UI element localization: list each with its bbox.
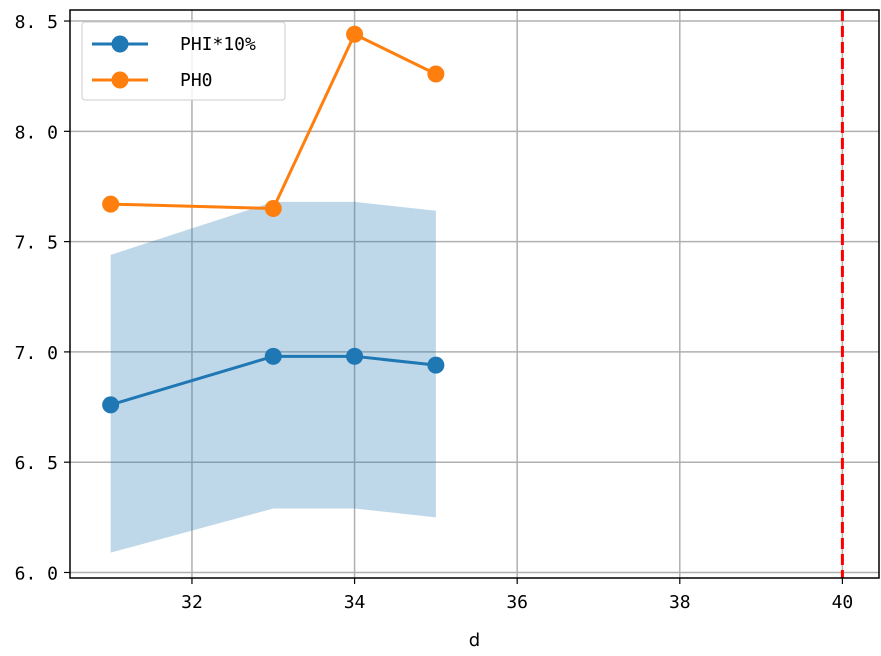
x-tick-label: 36: [506, 592, 528, 613]
legend-marker: [111, 35, 129, 53]
legend: PHI*10% PH0: [81, 21, 286, 101]
data-point: [264, 200, 282, 218]
series-line: [110, 32, 437, 211]
data-point: [346, 25, 364, 43]
y-tick-label: 6. 0: [15, 563, 58, 584]
data-point: [427, 65, 445, 83]
y-tick-label: 6. 5: [15, 453, 58, 474]
data-point: [427, 356, 445, 374]
grid: [70, 10, 879, 578]
y-tick-label: 7. 0: [15, 343, 58, 364]
data-point: [264, 347, 282, 365]
axes-frame: [69, 9, 880, 579]
x-tick-label: 34: [344, 592, 366, 613]
x-tick-label: 38: [669, 592, 691, 613]
x-axis-label: d: [469, 630, 480, 651]
legend-entry: PH0: [92, 70, 213, 91]
series-1: [102, 347, 445, 414]
y-tick-label: 8. 5: [15, 12, 58, 33]
data-point: [102, 195, 120, 213]
series-layer: [102, 25, 445, 414]
confidence-band: [110, 201, 436, 553]
ticks: 32 34 36 38 40 6. 0 6. 5 7. 0 7. 5 8. 0 8. 5: [15, 12, 854, 613]
legend-label: PH0: [180, 70, 213, 91]
legend-label: PHI*10%: [180, 34, 256, 55]
y-tick-label: 8. 0: [15, 122, 58, 143]
y-tick-label: 7. 5: [15, 233, 58, 254]
series-2: [102, 25, 445, 218]
x-tick-label: 32: [181, 592, 203, 613]
x-tick-label: 40: [832, 592, 854, 613]
legend-entry: PHI*10%: [92, 34, 256, 55]
data-point: [346, 347, 364, 365]
series-line: [110, 354, 437, 407]
data-point: [102, 396, 120, 414]
confidence-band-layer: [110, 201, 436, 553]
legend-marker: [111, 71, 129, 89]
